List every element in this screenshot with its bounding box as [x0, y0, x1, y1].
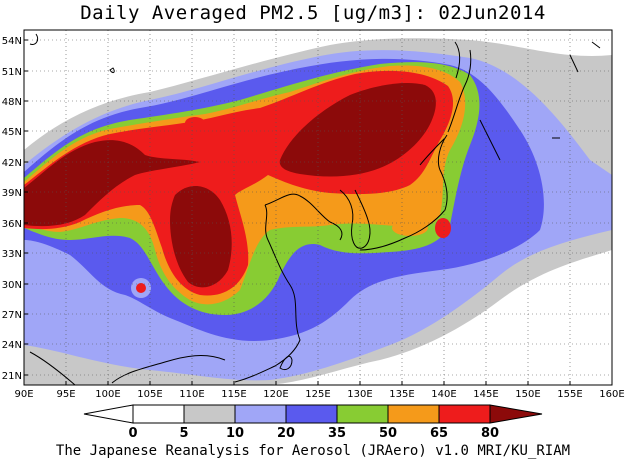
lon-label: 140E [431, 389, 456, 400]
lat-label: 51N [2, 67, 22, 78]
lat-tick-labels: 54N 51N 48N 45N 42N 39N 36N 33N 30N 27N … [2, 36, 22, 382]
lat-label: 33N [2, 249, 22, 260]
lon-tick-labels: 90E 95E 100E 105E 110E 115E 120E 125E 13… [14, 389, 624, 400]
contour-darkred [24, 140, 200, 227]
colorbar-box-2 [234, 404, 287, 424]
colorbar-box-5 [387, 404, 440, 424]
colorbar-box-1 [183, 404, 236, 424]
lat-label: 42N [2, 158, 22, 169]
colorbar [83, 404, 543, 424]
colorbar-label: 50 [379, 426, 397, 441]
lon-label: 135E [389, 389, 414, 400]
lon-label: 120E [263, 389, 288, 400]
colorbar-upper-arrow [489, 404, 543, 424]
lat-label: 48N [2, 97, 22, 108]
colorbar-lower-arrow [83, 404, 134, 424]
lon-label: 125E [305, 389, 330, 400]
tick-marks [23, 39, 613, 385]
colorbar-box-4 [336, 404, 389, 424]
lat-label: 30N [2, 280, 22, 291]
lon-label: 115E [221, 389, 246, 400]
lat-label: 27N [2, 310, 22, 321]
pm-spot-3 [435, 218, 451, 238]
lat-label: 21N [2, 371, 22, 382]
lon-label: 110E [179, 389, 204, 400]
contour-darkred-2 [170, 185, 232, 288]
coastlines [29, 33, 601, 385]
pm-spot-2 [136, 283, 146, 293]
colorbar-label: 0 [128, 426, 137, 441]
colorbar-label: 65 [430, 426, 448, 441]
map-title: Daily Averaged PM2.5 [ug/m3]: 02Jun2014 [80, 2, 546, 24]
pm-spot-5 [392, 220, 428, 236]
colorbar-box-6 [438, 404, 491, 424]
lat-label: 36N [2, 219, 22, 230]
colorbar-label: 10 [226, 426, 244, 441]
colorbar-labels: 0 5 10 20 35 50 65 80 [128, 426, 499, 441]
colorbar-box-0 [132, 404, 185, 424]
contour-darkred-3 [279, 83, 436, 177]
footer-credit: The Japanese Reanalysis for Aerosol (JRA… [55, 443, 571, 459]
colorbar-label: 5 [179, 426, 188, 441]
lon-label: 90E [14, 389, 33, 400]
lon-label: 145E [473, 389, 498, 400]
lon-label: 95E [56, 389, 75, 400]
colorbar-label: 35 [328, 426, 346, 441]
lat-label: 39N [2, 188, 22, 199]
pm-spot-4 [185, 117, 205, 129]
lon-label: 155E [557, 389, 582, 400]
lat-label: 54N [2, 36, 22, 47]
colorbar-label: 20 [277, 426, 295, 441]
lon-label: 130E [347, 389, 372, 400]
colorbar-box-3 [285, 404, 338, 424]
colorbar-label: 80 [481, 426, 499, 441]
lon-label: 100E [95, 389, 120, 400]
lon-label: 105E [137, 389, 162, 400]
pm25-field [24, 30, 612, 385]
lon-label: 150E [515, 389, 540, 400]
lat-label: 45N [2, 127, 22, 138]
lat-label: 24N [2, 340, 22, 351]
lon-label: 160E [599, 389, 624, 400]
